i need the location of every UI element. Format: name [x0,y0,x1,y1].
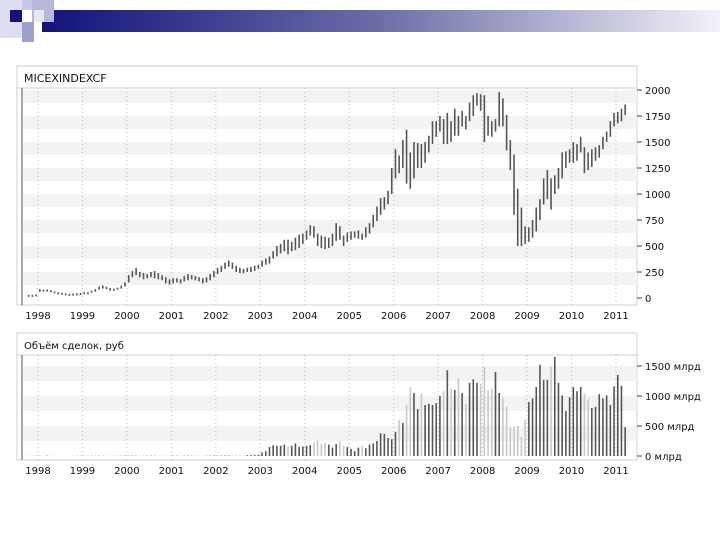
x-tick-label: 2010 [559,466,584,477]
x-tick-label: 2000 [114,311,139,322]
grid-band [23,168,637,181]
decor-square [22,22,34,42]
x-tick-label: 2001 [159,311,184,322]
x-tick-label: 2003 [248,466,273,477]
y-tick-label: 1250 [645,164,670,175]
x-tick-label: 1999 [70,466,95,477]
grid-band [23,426,637,441]
y-tick-label: 1000 млрд [645,392,701,403]
x-tick-label: 2008 [470,466,495,477]
grid-band [23,142,637,155]
y-tick-label: 1500 [645,138,670,149]
y-tick-label: 500 [645,242,664,253]
x-tick-label: 2009 [514,466,539,477]
x-tick-label: 2006 [381,466,406,477]
chart-frame [16,332,638,461]
x-tick-label: 1998 [25,466,50,477]
decor-square [10,10,22,22]
x-tick-label: 1998 [25,311,50,322]
x-tick-label: 2000 [114,466,139,477]
y-tick-label: 0 [645,294,651,305]
grid-band [23,246,637,259]
y-tick-label: 1500 млрд [645,362,701,373]
chart-title: MICEXINDEXCF [24,72,107,85]
x-tick-label: 2007 [425,311,450,322]
x-tick-label: 2009 [514,311,539,322]
x-tick-label: 2004 [292,311,317,322]
decor-square [34,10,44,22]
x-tick-label: 2011 [603,311,628,322]
x-tick-label: 2005 [336,466,361,477]
grid-band [23,396,637,411]
micex-index-chart: MICEXINDEXCF 2000 1750 1500 1250 1000 750 500 2… [16,65,670,322]
grid-band [23,116,637,129]
y-tick-label: 750 [645,216,664,227]
y-tick-label: 500 млрд [645,422,695,433]
grid-band [23,366,637,381]
y-tick-label: 1000 [645,190,670,201]
decor-square [22,0,34,10]
slide-header-banner [0,0,720,42]
y-tick-label: 1750 [645,112,670,123]
chart-title: Объём сделок, руб [24,341,124,352]
y-tick-label: 2000 [645,86,670,97]
x-tick-label: 2007 [425,466,450,477]
x-tick-label: 2006 [381,311,406,322]
grid-band [23,272,637,285]
x-tick-label: 2005 [336,311,361,322]
x-tick-label: 2004 [292,466,317,477]
x-tick-label: 2002 [203,466,228,477]
y-tick-label: 0 млрд [645,452,682,463]
x-tick-label: 1999 [70,311,95,322]
chart-frame [16,65,638,306]
x-tick-label: 2010 [559,311,584,322]
x-tick-label: 2011 [603,466,628,477]
x-tick-label: 2002 [203,311,228,322]
y-tick-label: 250 [645,268,664,279]
grid-band [23,90,637,103]
grid-band [23,220,637,233]
x-tick-label: 2008 [470,311,495,322]
x-tick-label: 2001 [159,466,184,477]
banner-gradient-bar [42,10,720,32]
grid-band [23,194,637,207]
x-tick-label: 2003 [248,311,273,322]
